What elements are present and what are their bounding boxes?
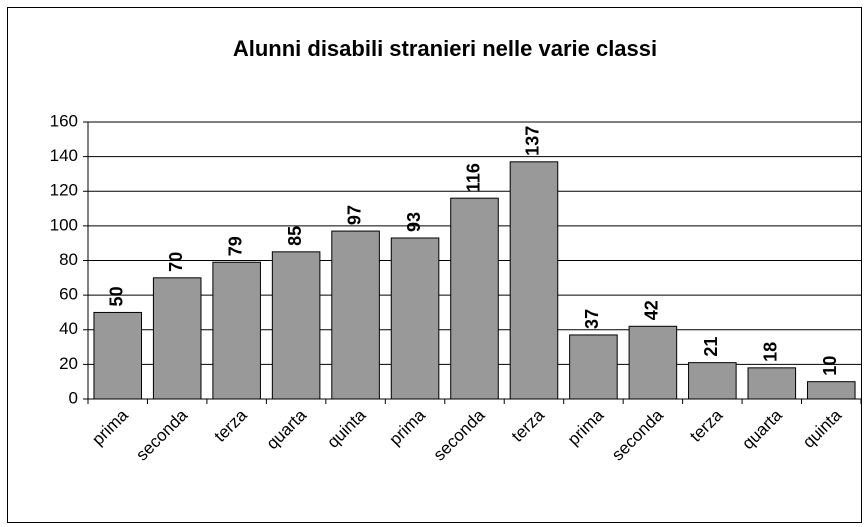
- value-label: 70: [166, 252, 186, 272]
- bar: [747, 367, 797, 400]
- bar: [450, 197, 499, 400]
- value-label: 116: [463, 163, 483, 192]
- bar: [688, 362, 737, 400]
- value-label: 97: [344, 205, 364, 225]
- value-label: 10: [820, 356, 840, 376]
- bar: [212, 261, 261, 400]
- bar: [271, 251, 321, 400]
- bar: [569, 334, 618, 400]
- value-label: 18: [761, 342, 781, 362]
- value-label: 85: [285, 226, 305, 246]
- y-tick-label: 160: [50, 111, 78, 130]
- value-label: 137: [523, 126, 543, 156]
- bar: [806, 381, 856, 400]
- bar: [152, 277, 202, 400]
- y-tick-label: 60: [59, 285, 78, 304]
- y-tick-label: 140: [50, 146, 78, 165]
- y-tick-label: 100: [50, 215, 78, 234]
- value-label: 37: [582, 309, 602, 329]
- y-tick-label: 40: [59, 319, 78, 338]
- y-tick-label: 80: [59, 250, 78, 269]
- value-label: 93: [404, 212, 424, 232]
- chart-title: Alunni disabili stranieri nelle varie cl…: [233, 36, 657, 61]
- y-tick-label: 20: [59, 354, 78, 373]
- value-label: 21: [701, 337, 721, 357]
- bar: [509, 161, 559, 400]
- y-tick-label: 0: [69, 388, 78, 407]
- value-label: 42: [642, 300, 662, 320]
- y-tick-label: 120: [50, 181, 78, 200]
- value-label: 79: [225, 236, 245, 256]
- bar: [628, 325, 678, 400]
- bar: [93, 311, 143, 400]
- value-label: 50: [106, 286, 126, 306]
- bar: [390, 237, 440, 400]
- bar: [331, 230, 380, 400]
